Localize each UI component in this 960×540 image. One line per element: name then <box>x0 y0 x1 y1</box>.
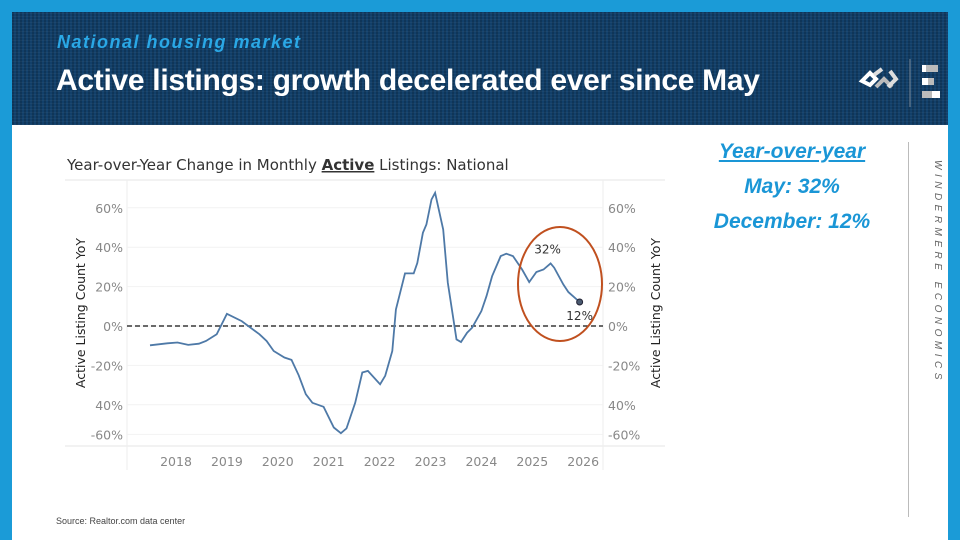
y-tick-label-left: -20% <box>91 358 123 373</box>
line-chart: Year-over-Year Change in Monthly Active … <box>65 156 665 470</box>
annotation-label: 32% <box>534 242 561 256</box>
divider <box>908 142 909 517</box>
x-tick-label: 2019 <box>211 454 243 469</box>
slide: National housing market Active listings:… <box>12 12 948 540</box>
chart-title-part: Active <box>322 156 375 174</box>
source-note: Source: Realtor.com data center <box>56 516 186 526</box>
page-title: Active listings: growth decelerated ever… <box>56 64 760 97</box>
x-tick-label: 2023 <box>415 454 447 469</box>
chart-title-part: Listings: National <box>374 156 508 174</box>
series-line <box>149 190 581 435</box>
y-axis-label-left: Active Listing Count YoY <box>73 238 88 389</box>
header-banner <box>12 12 948 125</box>
x-tick-label: 2025 <box>516 454 548 469</box>
y-tick-label-left: -60% <box>91 427 123 442</box>
chart-title-part: Year-over-Year Change in Monthly <box>66 156 322 174</box>
y-tick-label-left: 40% <box>95 240 123 255</box>
y-axis-label-right: Active Listing Count YoY <box>648 238 663 389</box>
x-tick-label: 2024 <box>465 454 497 469</box>
x-tick-label: 2021 <box>313 454 345 469</box>
chart-title: Year-over-Year Change in Monthly Active … <box>66 156 509 174</box>
last-point-marker <box>576 298 584 306</box>
stats-panel: Year-over-year May: 32% December: 12% <box>672 134 912 239</box>
y-tick-label-right: 0% <box>608 319 628 334</box>
y-tick-label-right: 40% <box>608 240 636 255</box>
x-tick-label: 2020 <box>262 454 294 469</box>
stats-heading: Year-over-year <box>718 140 866 163</box>
x-tick-label: 2026 <box>567 454 599 469</box>
x-tick-label: 2018 <box>160 454 192 469</box>
stats-may: May: 32% <box>744 175 840 198</box>
windermere-logo-icon <box>858 59 940 107</box>
y-tick-label-right: 20% <box>608 280 636 295</box>
y-tick-label-left: 0% <box>103 319 123 334</box>
y-tick-label-right: -60% <box>608 427 640 442</box>
y-tick-label-right: 60% <box>608 201 636 216</box>
y-tick-label-left: 20% <box>95 280 123 295</box>
brand-text: WINDERMERE ECONOMICS <box>932 160 943 384</box>
y-tick-label-right: 40% <box>608 398 636 413</box>
highlight-circle <box>517 226 603 342</box>
x-tick-label: 2022 <box>364 454 396 469</box>
y-tick-label-left: 60% <box>95 201 123 216</box>
y-tick-label-right: -20% <box>608 358 640 373</box>
header-kicker: National housing market <box>57 32 302 52</box>
y-tick-label-left: 40% <box>95 398 123 413</box>
annotation-label: 12% <box>566 309 593 323</box>
stats-december: December: 12% <box>713 210 871 233</box>
